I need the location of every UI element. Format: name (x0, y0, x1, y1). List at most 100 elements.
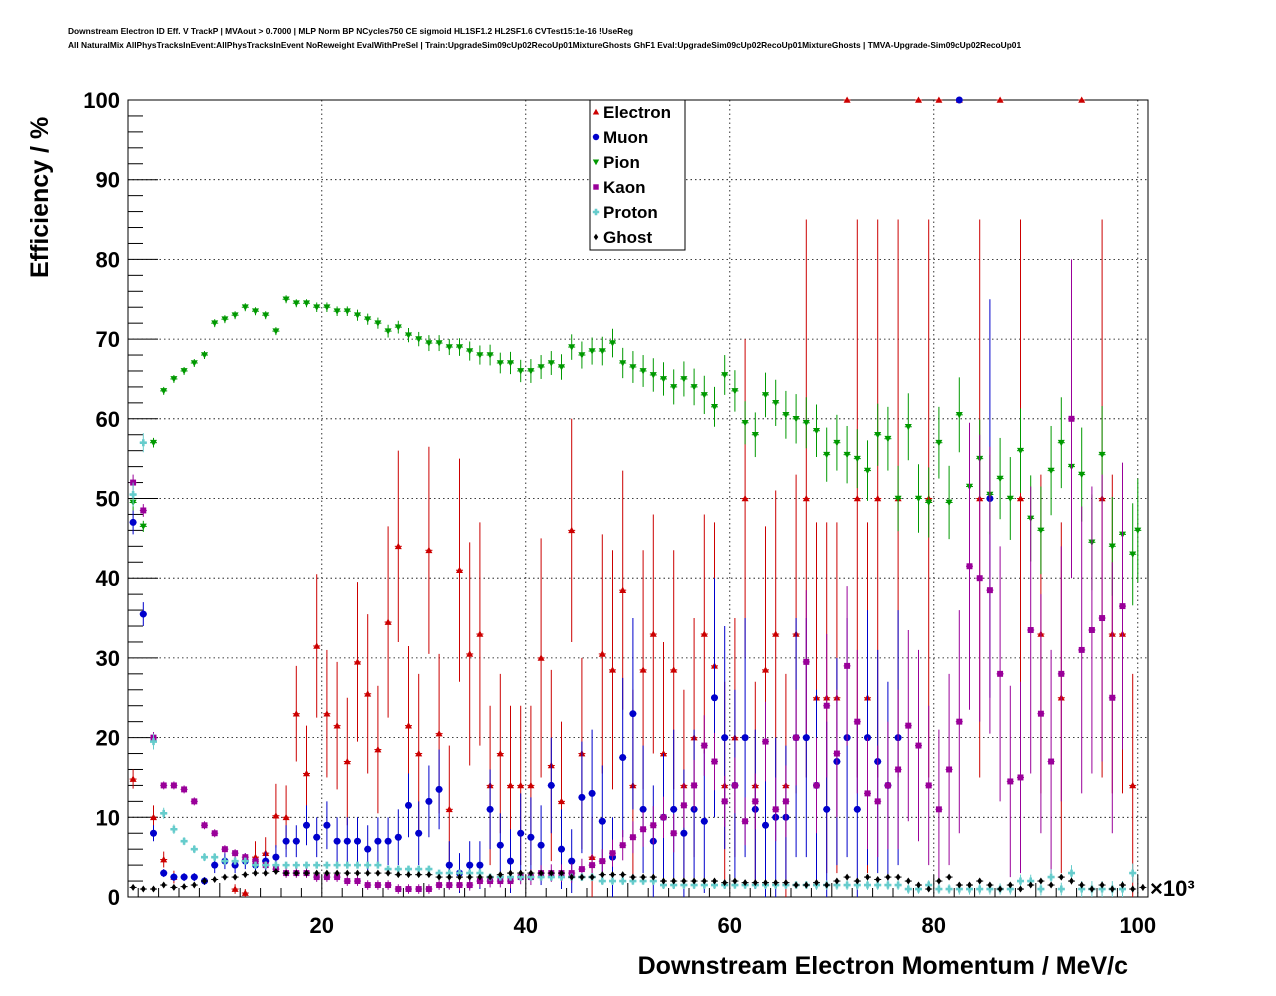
proton-point (864, 881, 871, 889)
pion-point (1108, 543, 1116, 550)
pion-point (547, 360, 555, 367)
pion-point (1098, 451, 1106, 459)
pion-point (915, 495, 922, 502)
proton-point (976, 885, 984, 893)
legend-label-kaon: Kaon (603, 178, 646, 197)
proton-point (180, 837, 188, 845)
proton-point (843, 881, 851, 889)
electron-point (354, 658, 361, 665)
electron-point (802, 495, 810, 502)
pion-point (996, 475, 1004, 483)
ghost-point (1069, 877, 1074, 885)
kaon-point (1037, 710, 1044, 717)
pion-point (496, 360, 504, 367)
proton-point (466, 869, 474, 877)
pion-point (456, 344, 463, 351)
electron-point (935, 96, 943, 103)
pion-point (384, 328, 392, 335)
electron-point (405, 722, 412, 729)
pion-point (588, 348, 596, 355)
kaon-point (415, 886, 422, 893)
electron-point (527, 781, 535, 789)
electron-point (853, 495, 861, 502)
kaon-point (140, 507, 147, 514)
pion-point (558, 364, 565, 371)
kaon-point (344, 878, 351, 885)
y-tick-label: 50 (96, 487, 120, 512)
proton-point (445, 869, 453, 877)
kaon-point (670, 830, 677, 837)
ghost-point (273, 867, 279, 875)
muon-point (374, 837, 382, 845)
proton-point (517, 873, 525, 881)
proton-point (986, 885, 994, 893)
legend-marker-pion (592, 159, 600, 166)
muon-point (762, 821, 769, 829)
kaon-point (1007, 778, 1014, 785)
ghost-point (1007, 881, 1013, 889)
pion-point (711, 404, 718, 411)
legend-label-ghost: Ghost (603, 228, 652, 247)
ghost-point (1028, 881, 1034, 889)
kaon-point (221, 846, 228, 853)
pion-point (1037, 527, 1045, 534)
proton-point (558, 873, 565, 881)
muon-point (517, 829, 525, 837)
pion-point (272, 328, 280, 335)
proton-point (190, 845, 198, 853)
ghost-point (283, 869, 289, 877)
muon-point (527, 833, 535, 841)
electron-point (476, 630, 484, 637)
kaon-point (905, 722, 912, 729)
proton-point (894, 881, 902, 889)
ghost-point (232, 873, 238, 881)
proton-point (211, 853, 219, 861)
kaon-point (578, 866, 585, 873)
kaon-point (823, 702, 830, 709)
pion-point (670, 384, 678, 391)
electron-point (231, 885, 239, 892)
kaon-point (711, 758, 718, 765)
ghost-point (620, 871, 626, 879)
proton-point (670, 881, 678, 889)
kaon-point (609, 850, 616, 857)
electron-point (333, 722, 341, 729)
electron-point (996, 96, 1004, 103)
pion-point (150, 439, 157, 447)
x-tick-label: 40 (514, 913, 538, 938)
muon-point (741, 734, 749, 742)
kaon-point (385, 882, 392, 889)
pion-point (476, 352, 484, 359)
ghost-point (508, 869, 513, 877)
ghost-point (222, 873, 228, 881)
legend-marker-kaon (593, 184, 599, 190)
muon-point (711, 694, 718, 702)
electron-point (649, 630, 657, 637)
pion-point (802, 419, 810, 427)
kaon-point (895, 766, 902, 773)
ghost-point (1018, 885, 1023, 893)
pion-point (568, 344, 576, 351)
muon-point (619, 754, 627, 762)
chart-title-line-2: All NaturalMix AllPhysTracksInEvent:AllP… (68, 40, 1022, 50)
kaon-point (1058, 670, 1065, 677)
electron-point (1017, 495, 1024, 502)
ghost-point (599, 871, 605, 879)
muon-point (578, 793, 586, 801)
ghost-point (589, 873, 595, 881)
proton-point (915, 885, 922, 893)
ghost-point (569, 873, 575, 881)
pion-point (252, 308, 259, 315)
pion-point (1006, 495, 1014, 502)
kaon-point (589, 862, 596, 869)
electron-point (445, 805, 453, 813)
proton-point (598, 877, 606, 885)
kaon-point (762, 738, 769, 745)
proton-point (1047, 873, 1055, 881)
muon-point (721, 734, 729, 742)
proton-point (629, 877, 637, 885)
kaon-point (935, 806, 942, 813)
proton-point (252, 861, 259, 869)
pion-point (864, 467, 871, 475)
kaon-point (354, 878, 361, 885)
